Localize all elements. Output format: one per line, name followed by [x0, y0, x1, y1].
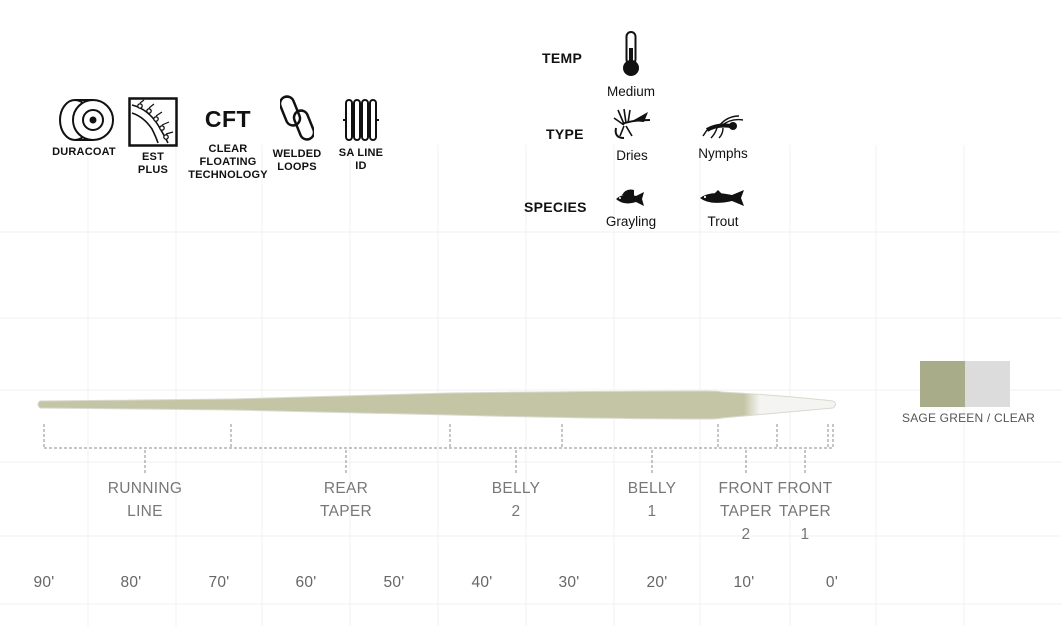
feature-duracoat: DURACOAT — [42, 98, 126, 159]
distance-label: 80' — [120, 574, 142, 591]
spec-label: Nymphs — [698, 146, 748, 161]
distance-label: 30' — [558, 574, 580, 591]
species-heading: SPECIES — [524, 199, 587, 215]
spec-species-grayling: Grayling — [596, 188, 666, 230]
cft-icon: CFT — [204, 106, 252, 132]
feature-label: EST PLUS — [137, 151, 169, 176]
segment-label-rear-taper: REAR TAPER — [319, 480, 373, 520]
spec-label: Medium — [606, 84, 655, 99]
thermometer-icon — [623, 31, 639, 76]
feature-label: DURACOAT — [52, 146, 116, 158]
est-plus-icon — [128, 97, 178, 147]
feature-label: CLEAR FLOATING TECHNOLOGY — [188, 143, 268, 181]
sa-line-id-icon — [343, 99, 379, 141]
feature-label: WELDED LOOPS — [272, 148, 322, 173]
spec-label: Dries — [616, 148, 648, 163]
spec-temp-medium: Medium — [596, 30, 666, 100]
swatch-clear — [965, 361, 1010, 407]
feature-welded-loops: WELDED LOOPS — [262, 92, 332, 174]
distance-label: 0' — [825, 574, 839, 591]
distance-label: 90' — [33, 574, 55, 591]
spec-label: Grayling — [605, 214, 657, 229]
duracoat-icon — [59, 99, 114, 141]
distance-label: 60' — [295, 574, 317, 591]
segment-label-front-taper-1: FRONT TAPER 1 — [777, 480, 833, 543]
segment-label-front-taper-2: FRONT TAPER 2 — [718, 480, 774, 543]
trout-icon — [700, 190, 744, 206]
type-heading: TYPE — [546, 126, 584, 142]
spec-label: Trout — [707, 214, 739, 229]
distance-label: 40' — [471, 574, 493, 591]
spec-type-dries: Dries — [597, 108, 667, 164]
dry-fly-icon — [613, 108, 651, 139]
distance-label: 20' — [646, 574, 668, 591]
swatch-label: SAGE GREEN / CLEAR — [902, 411, 1035, 425]
fly-line — [37, 390, 836, 420]
feature-label: SA LINE ID — [338, 147, 384, 172]
segment-label-belly-1: BELLY 1 — [627, 480, 677, 520]
welded-loops-icon — [280, 95, 314, 141]
segment-label-belly-2: BELLY 2 — [491, 480, 541, 520]
swatch-sage-green — [920, 361, 965, 407]
temp-heading: TEMP — [542, 50, 583, 66]
distance-label: 50' — [383, 574, 405, 591]
feature-cft: CFT CLEAR FLOATING TECHNOLOGY — [180, 99, 276, 182]
dimension-brackets — [43, 424, 834, 474]
spec-species-trout: Trout — [688, 188, 758, 230]
feature-sa-line-id: SA LINE ID — [328, 97, 394, 173]
nymph-icon — [702, 115, 744, 139]
spec-type-nymphs: Nymphs — [688, 114, 758, 162]
distance-label: 10' — [733, 574, 755, 591]
segment-label-running-line: RUNNING LINE — [107, 480, 183, 520]
grayling-icon — [616, 189, 644, 206]
distance-label: 70' — [208, 574, 230, 591]
feature-est-plus: EST PLUS — [118, 97, 188, 177]
